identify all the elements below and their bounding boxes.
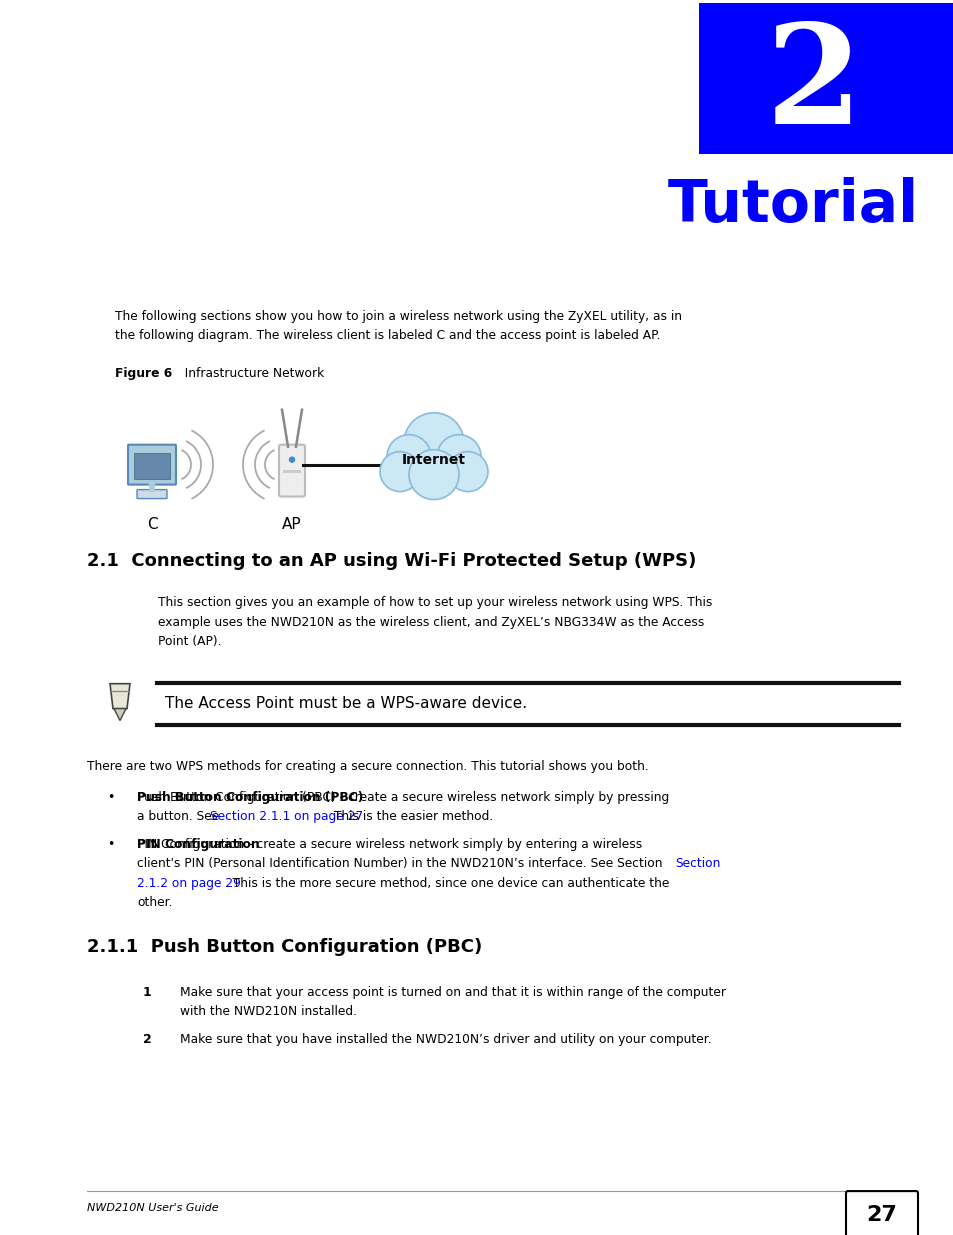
FancyBboxPatch shape xyxy=(845,1191,917,1235)
Bar xyxy=(699,2,953,154)
FancyBboxPatch shape xyxy=(278,445,305,496)
Text: C: C xyxy=(147,516,157,531)
Text: example uses the NWD210N as the wireless client, and ZyXEL’s NBG334W as the Acce: example uses the NWD210N as the wireless… xyxy=(158,616,703,629)
Text: a button. See: a button. See xyxy=(137,810,223,824)
Text: This section gives you an example of how to set up your wireless network using W: This section gives you an example of how… xyxy=(158,597,712,609)
Polygon shape xyxy=(110,684,130,709)
Text: Make sure that you have installed the NWD210N’s driver and utility on your compu: Make sure that you have installed the NW… xyxy=(180,1032,711,1046)
Text: PIN Configuration - create a secure wireless network simply by entering a wirele: PIN Configuration - create a secure wire… xyxy=(137,837,641,851)
Circle shape xyxy=(387,435,431,479)
Text: Make sure that your access point is turned on and that it is within range of the: Make sure that your access point is turn… xyxy=(180,986,725,999)
Circle shape xyxy=(289,457,294,462)
Text: The Access Point must be a WPS-aware device.: The Access Point must be a WPS-aware dev… xyxy=(165,697,527,711)
Text: Point (AP).: Point (AP). xyxy=(158,635,221,648)
Circle shape xyxy=(403,412,463,473)
Text: with the NWD210N installed.: with the NWD210N installed. xyxy=(180,1005,356,1019)
Circle shape xyxy=(379,452,419,492)
Text: 2.1  Connecting to an AP using Wi-Fi Protected Setup (WPS): 2.1 Connecting to an AP using Wi-Fi Prot… xyxy=(87,552,696,571)
Text: •: • xyxy=(107,837,114,851)
Text: Tutorial: Tutorial xyxy=(667,178,918,235)
Text: client's PIN (Personal Identification Number) in the NWD210N’s interface. See Se: client's PIN (Personal Identification Nu… xyxy=(137,857,661,871)
Text: PIN Configuration: PIN Configuration xyxy=(137,837,259,851)
Circle shape xyxy=(436,435,480,479)
Text: Section: Section xyxy=(675,857,720,871)
Bar xyxy=(133,453,170,479)
Text: .This is the easier method.: .This is the easier method. xyxy=(330,810,493,824)
Text: 2.1.2 on page 29: 2.1.2 on page 29 xyxy=(137,877,240,889)
Bar xyxy=(283,471,301,473)
Text: Figure 6: Figure 6 xyxy=(115,367,172,380)
Text: 2: 2 xyxy=(143,1032,152,1046)
Text: 2: 2 xyxy=(764,19,862,153)
Polygon shape xyxy=(113,709,126,720)
Text: Push Button Configuration (PBC): Push Button Configuration (PBC) xyxy=(137,790,363,804)
Text: Internet: Internet xyxy=(401,453,465,467)
Text: •: • xyxy=(107,790,114,804)
Text: AP: AP xyxy=(282,516,301,531)
Text: Infrastructure Network: Infrastructure Network xyxy=(172,367,324,380)
Text: Push Button Configuration (PBC) - create a secure wireless network simply by pre: Push Button Configuration (PBC) - create… xyxy=(137,790,669,804)
Text: There are two WPS methods for creating a secure connection. This tutorial shows : There are two WPS methods for creating a… xyxy=(87,760,648,773)
Text: 1: 1 xyxy=(143,986,152,999)
Text: the following diagram. The wireless client is labeled C and the access point is : the following diagram. The wireless clie… xyxy=(115,330,659,342)
FancyBboxPatch shape xyxy=(137,489,167,499)
Text: other.: other. xyxy=(137,897,172,909)
Text: 2.1.1  Push Button Configuration (PBC): 2.1.1 Push Button Configuration (PBC) xyxy=(87,939,482,956)
Circle shape xyxy=(409,450,458,500)
Bar xyxy=(149,483,154,492)
Text: 27: 27 xyxy=(865,1205,897,1225)
FancyBboxPatch shape xyxy=(128,445,175,484)
Text: The following sections show you how to join a wireless network using the ZyXEL u: The following sections show you how to j… xyxy=(115,310,681,324)
Text: NWD210N User's Guide: NWD210N User's Guide xyxy=(87,1203,218,1213)
Text: Section 2.1.1 on page 27: Section 2.1.1 on page 27 xyxy=(210,810,363,824)
Circle shape xyxy=(448,452,488,492)
Text: . This is the more secure method, since one device can authenticate the: . This is the more secure method, since … xyxy=(225,877,669,889)
